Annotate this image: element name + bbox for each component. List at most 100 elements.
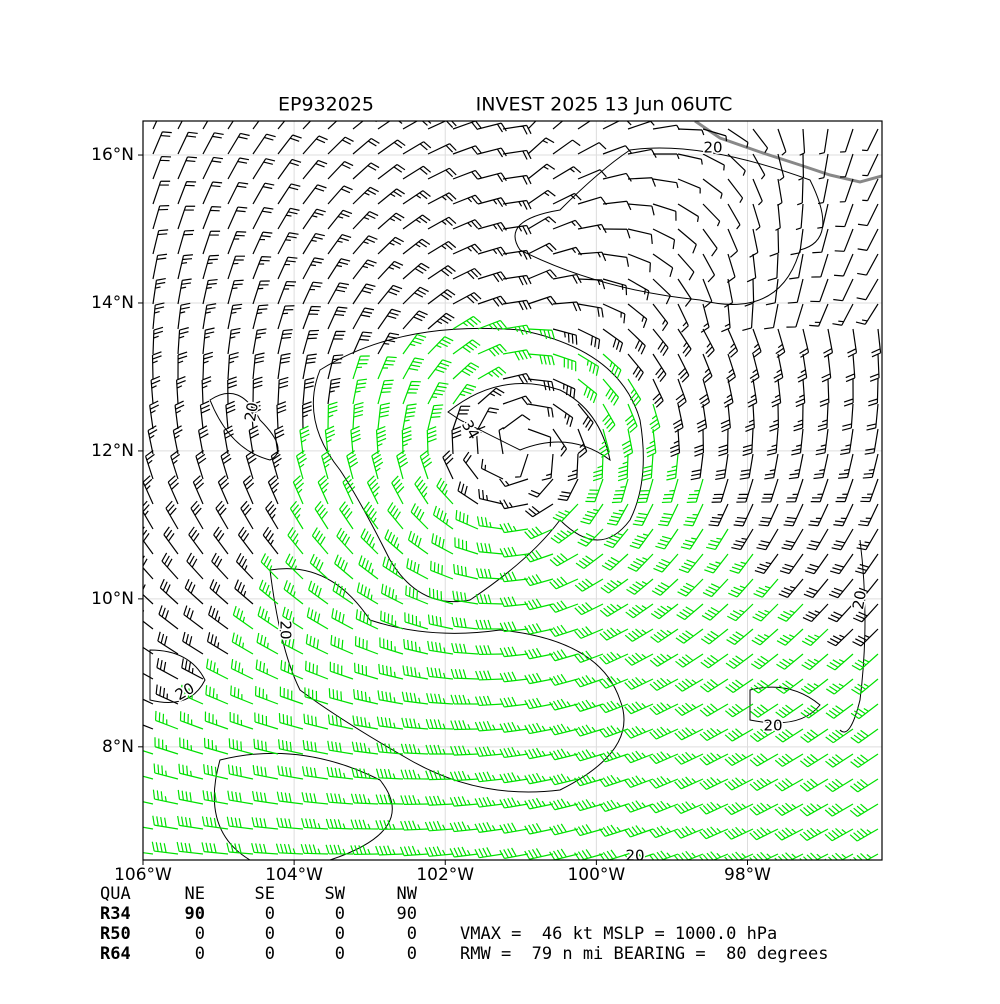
wind-barb xyxy=(627,328,646,355)
wind-barb xyxy=(649,702,679,716)
wind-barb xyxy=(699,776,729,790)
wind-barb xyxy=(727,328,739,358)
wind-barb xyxy=(252,764,279,780)
wind-barb xyxy=(627,228,653,244)
wind-barb xyxy=(253,738,279,755)
wind-barb xyxy=(279,686,304,705)
wind-barb xyxy=(252,182,275,205)
wind-barb xyxy=(352,211,379,230)
wind-barb xyxy=(699,826,729,840)
wind-barb xyxy=(826,653,854,671)
wind-barb xyxy=(835,478,854,503)
wind-barb xyxy=(552,328,578,345)
wind-barb xyxy=(866,403,879,431)
wind-barb xyxy=(177,302,191,330)
wind-barb xyxy=(788,453,804,480)
wind-barb xyxy=(352,137,380,155)
table-cell: 0 xyxy=(195,944,205,964)
wind-barb xyxy=(400,743,429,755)
wind-barb xyxy=(550,528,579,544)
wind-barb xyxy=(499,721,529,733)
table-cell: R34 xyxy=(100,904,131,924)
wind-barb xyxy=(624,676,654,690)
wind-barb xyxy=(375,768,404,780)
wind-barb xyxy=(151,351,162,380)
wind-barb xyxy=(793,403,804,432)
wind-barb xyxy=(869,353,880,382)
wind-barb xyxy=(702,178,723,199)
wind-barb xyxy=(602,353,622,379)
wind-barb xyxy=(702,128,728,142)
wind-barb xyxy=(427,359,452,380)
wind-barb xyxy=(452,383,477,405)
wind-barb xyxy=(154,710,179,730)
wind-barb xyxy=(143,555,154,580)
wind-barb xyxy=(427,640,454,655)
wind-barb xyxy=(749,802,779,816)
wind-barb xyxy=(186,552,204,580)
wind-barb xyxy=(177,254,193,280)
wind-barb xyxy=(752,603,779,622)
wind-barb xyxy=(301,792,329,805)
wind-barb xyxy=(277,134,302,155)
wind-barb xyxy=(327,354,344,380)
wind-barb xyxy=(499,546,529,558)
wind-barb xyxy=(377,690,404,705)
wind-barb xyxy=(302,305,321,330)
wind-barb xyxy=(204,711,229,730)
wind-barb xyxy=(549,748,579,761)
wind-barb xyxy=(227,764,254,780)
wind-barb xyxy=(724,777,754,791)
wind-barb xyxy=(475,593,504,605)
wind-barb xyxy=(774,753,804,767)
wind-barb xyxy=(177,205,196,230)
wind-barb xyxy=(211,552,229,580)
wind-barb xyxy=(250,400,261,430)
wind-barb xyxy=(230,659,254,680)
wind-barb xyxy=(265,500,279,530)
wind-barb xyxy=(402,333,427,355)
wind-barb xyxy=(402,403,417,430)
wind-barb xyxy=(375,820,404,830)
wind-barb xyxy=(425,744,454,755)
wind-barb xyxy=(254,686,279,705)
wind-barb xyxy=(834,228,854,252)
wind-barb xyxy=(862,153,879,177)
wind-barb xyxy=(524,526,554,540)
wind-barb xyxy=(402,190,431,205)
wind-barb xyxy=(753,578,779,598)
wind-barb xyxy=(462,451,479,480)
wind-barb xyxy=(201,842,229,855)
table-cell: 0 xyxy=(265,924,275,944)
wind-barb xyxy=(577,278,606,290)
wind-barb xyxy=(475,670,504,681)
wind-barb xyxy=(177,278,192,305)
wind-barb xyxy=(627,553,654,572)
wind-barb xyxy=(452,405,471,430)
table-cell: 0 xyxy=(265,944,275,964)
wind-barb xyxy=(425,795,454,806)
wind-barb xyxy=(674,678,704,692)
wind-barb xyxy=(552,192,582,205)
contour xyxy=(749,686,821,724)
wind-barb xyxy=(776,628,804,646)
wind-barb xyxy=(852,628,879,647)
wind-barb xyxy=(502,373,532,384)
wind-barb xyxy=(152,180,171,205)
wind-barb xyxy=(163,526,179,555)
wind-barb xyxy=(424,820,454,832)
wind-barb xyxy=(552,166,582,180)
wind-barb xyxy=(625,603,654,619)
wind-barb xyxy=(375,794,404,805)
wind-barb xyxy=(527,216,557,230)
title-left: EP932025 xyxy=(278,94,374,116)
wind-barb xyxy=(402,121,432,130)
wind-barb xyxy=(800,728,829,743)
wind-barb xyxy=(451,616,479,630)
wind-barb xyxy=(599,651,629,665)
wind-barb xyxy=(715,453,729,481)
wind-barb xyxy=(334,554,354,580)
wind-barb xyxy=(797,178,804,206)
wind-barb xyxy=(283,580,304,605)
wind-barb xyxy=(649,775,679,789)
